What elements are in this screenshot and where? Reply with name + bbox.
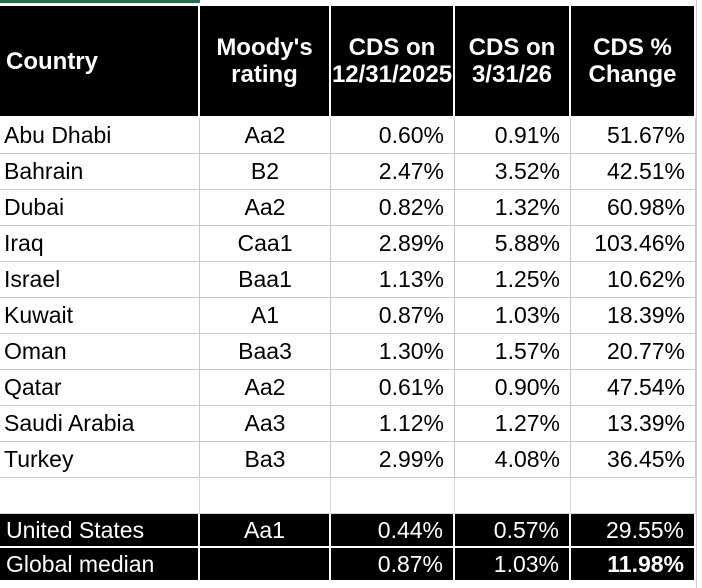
cell-cds-end[interactable]: 0.90% [455,370,571,406]
table-row: Israel Baa1 1.13% 1.25% 10.62% [0,262,696,298]
cell-country[interactable]: Israel [0,262,200,298]
table-row: Turkey Ba3 2.99% 4.08% 36.45% [0,442,696,478]
table-row: Kuwait A1 0.87% 1.03% 18.39% [0,298,696,334]
cell-rating[interactable]: Aa2 [200,370,331,406]
table-row: Abu Dhabi Aa2 0.60% 0.91% 51.67% [0,118,696,154]
header-row: Country Moody's rating CDS on 12/31/2025… [0,6,696,118]
table-row: Dubai Aa2 0.82% 1.32% 60.98% [0,190,696,226]
header-moodys-rating[interactable]: Moody's rating [200,6,331,118]
empty-cell[interactable] [571,478,696,514]
cell-rating[interactable] [200,548,331,582]
cell-country[interactable]: Kuwait [0,298,200,334]
table-row: Oman Baa3 1.30% 1.57% 20.77% [0,334,696,370]
header-cds-change[interactable]: CDS % Change [571,6,696,118]
cell-country[interactable]: Oman [0,334,200,370]
cell-cds-end[interactable]: 1.32% [455,190,571,226]
cell-selection-indicator [0,0,200,3]
empty-cell[interactable] [0,478,200,514]
cell-cds-start[interactable]: 0.61% [331,370,455,406]
cell-cds-start[interactable]: 2.89% [331,226,455,262]
table-row-united-states: United States Aa1 0.44% 0.57% 29.55% [0,514,696,548]
cell-country[interactable]: Turkey [0,442,200,478]
cell-cds-end[interactable]: 1.25% [455,262,571,298]
cell-cds-start[interactable]: 0.82% [331,190,455,226]
header-cds-start[interactable]: CDS on 12/31/2025 [331,6,455,118]
cell-cds-start[interactable]: 0.87% [331,298,455,334]
cell-cds-change[interactable]: 11.98% [571,548,696,582]
table-row: Iraq Caa1 2.89% 5.88% 103.46% [0,226,696,262]
cell-cds-change[interactable]: 51.67% [571,118,696,154]
cell-cds-end[interactable]: 3.52% [455,154,571,190]
cell-cds-change[interactable]: 18.39% [571,298,696,334]
cell-cds-change[interactable]: 103.46% [571,226,696,262]
cell-cds-change[interactable]: 47.54% [571,370,696,406]
cell-rating[interactable]: Caa1 [200,226,331,262]
cell-rating[interactable]: A1 [200,298,331,334]
cell-rating[interactable]: Aa2 [200,190,331,226]
cell-cds-start[interactable]: 1.30% [331,334,455,370]
cell-country[interactable]: United States [0,514,200,548]
cell-rating[interactable]: Baa3 [200,334,331,370]
cell-cds-start[interactable]: 0.44% [331,514,455,548]
gridline [696,0,697,588]
cell-country[interactable]: Bahrain [0,154,200,190]
cell-rating[interactable]: B2 [200,154,331,190]
header-cds-end[interactable]: CDS on 3/31/26 [455,6,571,118]
cell-cds-change[interactable]: 13.39% [571,406,696,442]
table-row-global-median: Global median 0.87% 1.03% 11.98% [0,548,696,582]
cell-cds-change[interactable]: 29.55% [571,514,696,548]
cell-cds-start[interactable]: 0.60% [331,118,455,154]
cell-country[interactable]: Saudi Arabia [0,406,200,442]
cell-cds-end[interactable]: 1.03% [455,548,571,582]
table-row: Bahrain B2 2.47% 3.52% 42.51% [0,154,696,190]
cell-cds-end[interactable]: 4.08% [455,442,571,478]
cell-rating[interactable]: Ba3 [200,442,331,478]
header-country[interactable]: Country [0,6,200,118]
cell-cds-start[interactable]: 0.87% [331,548,455,582]
cell-rating[interactable]: Aa3 [200,406,331,442]
cell-cds-change[interactable]: 20.77% [571,334,696,370]
empty-cell[interactable] [200,478,331,514]
cell-country[interactable]: Qatar [0,370,200,406]
cell-cds-change[interactable]: 42.51% [571,154,696,190]
cell-country[interactable]: Abu Dhabi [0,118,200,154]
cds-table: Country Moody's rating CDS on 12/31/2025… [0,6,696,582]
cell-cds-start[interactable]: 2.99% [331,442,455,478]
empty-row [0,478,696,514]
table-row: Qatar Aa2 0.61% 0.90% 47.54% [0,370,696,406]
empty-cell[interactable] [455,478,571,514]
cell-cds-start[interactable]: 1.13% [331,262,455,298]
cell-cds-end[interactable]: 1.27% [455,406,571,442]
cell-cds-change[interactable]: 10.62% [571,262,696,298]
cell-rating[interactable]: Aa1 [200,514,331,548]
cell-country[interactable]: Global median [0,548,200,582]
table-row: Saudi Arabia Aa3 1.12% 1.27% 13.39% [0,406,696,442]
cell-cds-change[interactable]: 36.45% [571,442,696,478]
cell-cds-start[interactable]: 1.12% [331,406,455,442]
cell-country[interactable]: Iraq [0,226,200,262]
cell-cds-change[interactable]: 60.98% [571,190,696,226]
cell-rating[interactable]: Baa1 [200,262,331,298]
cell-cds-start[interactable]: 2.47% [331,154,455,190]
cell-cds-end[interactable]: 0.57% [455,514,571,548]
cell-rating[interactable]: Aa2 [200,118,331,154]
cell-cds-end[interactable]: 0.91% [455,118,571,154]
cell-cds-end[interactable]: 1.03% [455,298,571,334]
cell-cds-end[interactable]: 5.88% [455,226,571,262]
cell-country[interactable]: Dubai [0,190,200,226]
cell-cds-end[interactable]: 1.57% [455,334,571,370]
empty-cell[interactable] [331,478,455,514]
